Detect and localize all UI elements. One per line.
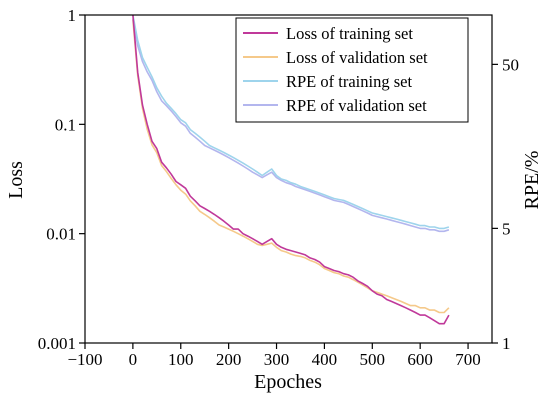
legend-label-2: Loss of validation set — [286, 48, 428, 67]
y-axis-left-label: Loss — [5, 161, 27, 199]
x-tick-label: 200 — [216, 350, 242, 369]
plot-frame — [84, 14, 493, 344]
series-lines — [132, 14, 450, 325]
x-tick-label: −100 — [67, 350, 102, 369]
x-tick-label: 400 — [312, 350, 338, 369]
series-line-3 — [132, 14, 450, 230]
x-tick-label: 600 — [407, 350, 433, 369]
y-right-tick-label: 50 — [502, 55, 519, 74]
legend: Loss of training set Loss of validation s… — [235, 17, 469, 123]
axis-tick-labels: −100 0 100 200 300 400 500 600 700 0.001 0.01 0.1 1 1… — [38, 6, 519, 369]
y-left-tick-label: 0.1 — [55, 115, 76, 134]
y-right-tick-label: 5 — [502, 219, 511, 238]
legend-label-1: Loss of training set — [286, 24, 413, 43]
x-tick-label: 100 — [168, 350, 194, 369]
x-tick-label: 500 — [360, 350, 386, 369]
y-left-tick-label: 0.01 — [46, 225, 76, 244]
x-tick-label: 700 — [455, 350, 481, 369]
axis-ticks — [79, 14, 498, 349]
x-tick-label: 0 — [129, 350, 138, 369]
legend-items: Loss of training set Loss of validation s… — [243, 24, 428, 115]
x-axis-label: Epoches — [254, 371, 322, 393]
series-line-2 — [132, 19, 450, 314]
y-left-tick-label: 0.001 — [38, 334, 76, 353]
y-left-tick-label: 1 — [68, 6, 77, 25]
x-tick-label: 300 — [264, 350, 290, 369]
series-line-1 — [132, 14, 450, 325]
y-axis-right-label: RPE/% — [521, 151, 543, 210]
legend-label-4: RPE of validation set — [286, 96, 427, 115]
legend-label-3: RPE of training set — [286, 72, 412, 91]
y-right-tick-label: 1 — [502, 334, 511, 353]
series-line-4 — [132, 18, 450, 233]
